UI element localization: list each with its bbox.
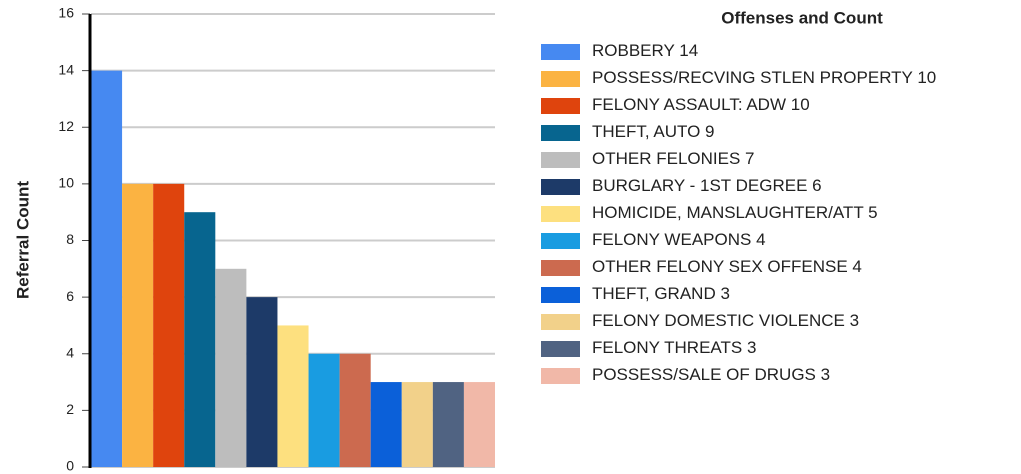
legend-value: 3 — [821, 365, 830, 384]
bar — [432, 382, 464, 467]
y-tick-label: 12 — [58, 118, 74, 134]
bar — [215, 268, 247, 467]
legend-value: 3 — [747, 338, 756, 357]
legend-swatch — [541, 287, 580, 303]
legend: ROBBERY 14 POSSESS/RECVING STLEN PROPERTY… — [541, 41, 936, 384]
legend-swatch — [541, 98, 580, 114]
legend-name: POSSESS/SALE OF DRUGS — [592, 365, 816, 384]
legend-swatch — [541, 260, 580, 276]
legend-value: 6 — [812, 176, 821, 195]
legend-name: OTHER FELONIES — [592, 149, 740, 168]
legend-value: 7 — [745, 149, 754, 168]
bar — [463, 382, 495, 467]
bar — [401, 382, 433, 467]
legend-label: OTHER FELONY SEX OFFENSE 4 — [592, 257, 862, 276]
legend-swatch — [541, 71, 580, 87]
legend-name: FELONY WEAPONS — [592, 230, 751, 249]
legend-value: 5 — [868, 203, 877, 222]
legend-swatch — [541, 125, 580, 141]
y-tick-label: 10 — [58, 175, 74, 191]
legend-value: 10 — [917, 68, 936, 87]
legend-name: OTHER FELONY SEX OFFENSE — [592, 257, 848, 276]
bar — [184, 212, 216, 467]
legend-swatch — [541, 314, 580, 330]
legend-value: 4 — [852, 257, 861, 276]
legend-swatch — [541, 179, 580, 195]
y-tick-label: 16 — [58, 5, 74, 21]
legend-label: HOMICIDE, MANSLAUGHTER/ATT 5 — [592, 203, 878, 222]
legend-name: FELONY ASSAULT: ADW — [592, 95, 786, 114]
y-tick-label: 14 — [58, 61, 74, 77]
legend-label: THEFT, AUTO 9 — [592, 122, 715, 141]
legend-label: POSSESS/RECVING STLEN PROPERTY 10 — [592, 68, 936, 87]
bar — [277, 325, 309, 467]
legend-name: FELONY DOMESTIC VIOLENCE — [592, 311, 845, 330]
legend-name: THEFT, GRAND — [592, 284, 716, 303]
legend-name: THEFT, AUTO — [592, 122, 700, 141]
bar — [153, 183, 185, 467]
legend-value: 9 — [705, 122, 714, 141]
bars — [91, 70, 495, 467]
y-axis-label: Referral Count — [13, 181, 32, 299]
legend-swatch — [541, 152, 580, 168]
legend-label: OTHER FELONIES 7 — [592, 149, 755, 168]
legend-label: FELONY THREATS 3 — [592, 338, 756, 357]
bar — [91, 70, 123, 467]
legend-value: 14 — [679, 41, 698, 60]
legend-label: FELONY DOMESTIC VIOLENCE 3 — [592, 311, 859, 330]
legend-swatch — [541, 368, 580, 384]
legend-value: 4 — [756, 230, 765, 249]
legend-name: FELONY THREATS — [592, 338, 742, 357]
legend-name: POSSESS/RECVING STLEN PROPERTY — [592, 68, 913, 87]
legend-value: 3 — [850, 311, 859, 330]
bar — [308, 353, 340, 467]
y-tick-label: 0 — [66, 458, 74, 474]
legend-swatch — [541, 206, 580, 222]
y-tick-label: 4 — [66, 344, 74, 360]
legend-swatch — [541, 341, 580, 357]
legend-value: 3 — [720, 284, 729, 303]
legend-label: FELONY ASSAULT: ADW 10 — [592, 95, 810, 114]
legend-label: ROBBERY 14 — [592, 41, 698, 60]
bar — [339, 353, 371, 467]
legend-title: Offenses and Count — [721, 8, 883, 27]
legend-label: THEFT, GRAND 3 — [592, 284, 730, 303]
legend-swatch — [541, 233, 580, 249]
legend-name: HOMICIDE, MANSLAUGHTER/ATT — [592, 203, 863, 222]
legend-value: 10 — [791, 95, 810, 114]
y-tick-label: 8 — [66, 231, 74, 247]
legend-label: POSSESS/SALE OF DRUGS 3 — [592, 365, 830, 384]
bar — [246, 297, 278, 467]
legend-swatch — [541, 44, 580, 60]
bar — [122, 183, 154, 467]
legend-name: ROBBERY — [592, 41, 675, 60]
y-tick-label: 6 — [66, 288, 74, 304]
legend-label: FELONY WEAPONS 4 — [592, 230, 766, 249]
y-tick-label: 2 — [66, 401, 74, 417]
legend-name: BURGLARY - 1ST DEGREE — [592, 176, 807, 195]
legend-label: BURGLARY - 1ST DEGREE 6 — [592, 176, 822, 195]
bar — [370, 382, 402, 467]
